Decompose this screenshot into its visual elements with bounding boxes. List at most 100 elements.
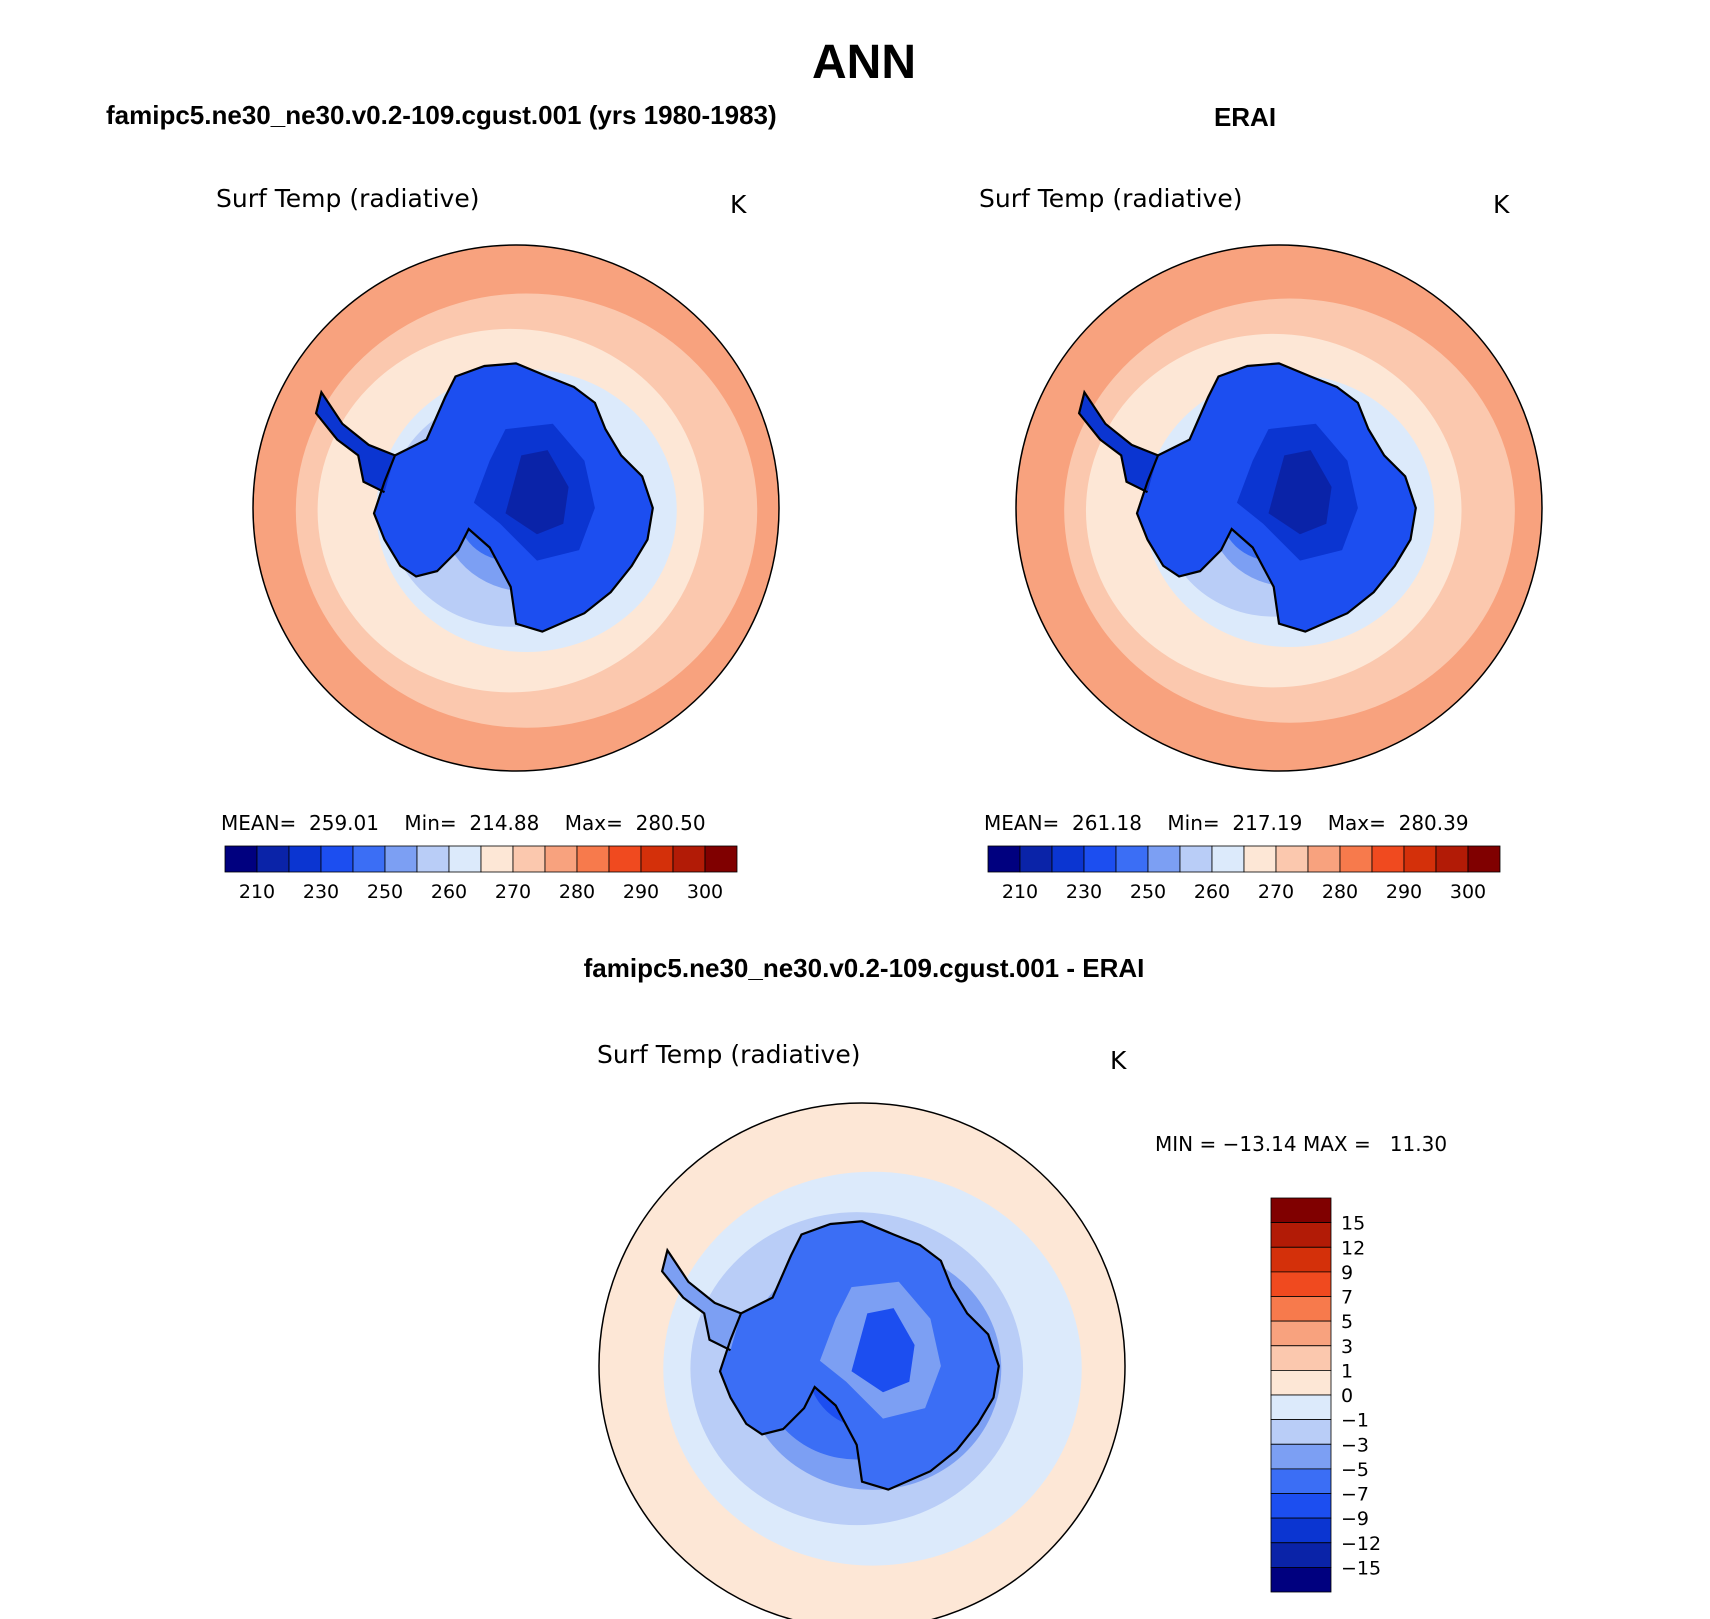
colorbar-swatch xyxy=(1270,1222,1332,1248)
plateau-core xyxy=(1268,450,1332,535)
panel-title: famipc5.ne30_ne30.v0.2-109.cgust.001 (yr… xyxy=(106,100,777,130)
colorbar-swatch xyxy=(1083,845,1117,873)
colorbar-swatch xyxy=(1270,1271,1332,1297)
stats-text: MEAN= 259.01 Min= 214.88 Max= 280.50 xyxy=(221,811,706,835)
units-label: K xyxy=(730,190,747,219)
colorbar-swatch xyxy=(1270,1567,1332,1593)
colorbar-swatch xyxy=(1243,845,1277,873)
variable-label: Surf Temp (radiative) xyxy=(979,184,1242,213)
colorbar-tick-label: 250 xyxy=(1130,881,1166,903)
colorbar-swatch xyxy=(352,845,386,873)
colorbar-swatch xyxy=(1270,1493,1332,1519)
colorbar-tick-label: 280 xyxy=(559,881,595,903)
colorbar-swatch xyxy=(987,845,1021,873)
colorbar-tick-label: 280 xyxy=(1322,881,1358,903)
colorbar-swatch xyxy=(1270,1370,1332,1396)
colorbar-tick-label: 230 xyxy=(303,881,339,903)
colorbar-tick-label: 270 xyxy=(1258,881,1294,903)
polar-map xyxy=(599,1103,1125,1619)
panel-diff: famipc5.ne30_ne30.v0.2-109.cgust.001 - E… xyxy=(584,953,1447,1619)
colorbar-tick-label: 270 xyxy=(495,881,531,903)
colorbar-tick-label: −9 xyxy=(1341,1508,1369,1530)
colorbar-tick-label: 300 xyxy=(1450,881,1486,903)
colorbar-swatch xyxy=(1270,1345,1332,1371)
colorbar-tick-label: −5 xyxy=(1341,1459,1369,1481)
polar-map xyxy=(253,245,779,771)
colorbar-swatch xyxy=(1371,845,1405,873)
colorbar-tick-label: 210 xyxy=(1002,881,1038,903)
colorbar-tick-label: 230 xyxy=(1066,881,1102,903)
colorbar-swatch xyxy=(576,845,610,873)
colorbar-tick-label: −3 xyxy=(1341,1434,1369,1456)
colorbar-swatch xyxy=(1051,845,1085,873)
map-border xyxy=(252,244,780,772)
stats-text: MIN = −13.14 MAX = 11.30 xyxy=(1155,1132,1447,1156)
colorbar-swatch xyxy=(640,845,674,873)
polar-map xyxy=(1016,245,1542,771)
colorbar-tick-label: 300 xyxy=(687,881,723,903)
colorbar-swatch xyxy=(1339,845,1373,873)
colorbar-tick-label: 290 xyxy=(1386,881,1422,903)
colorbar-tick-label: 5 xyxy=(1341,1311,1353,1333)
variable-label: Surf Temp (radiative) xyxy=(216,184,479,213)
colorbar-tick-label: 210 xyxy=(239,881,275,903)
colorbar-swatch xyxy=(448,845,482,873)
colorbar-swatch xyxy=(544,845,578,873)
colorbar: 210 230 250 260 270 280 290 300 xyxy=(987,845,1501,903)
stats-text: MEAN= 261.18 Min= 217.19 Max= 280.39 xyxy=(984,811,1469,835)
colorbar-swatch xyxy=(1270,1468,1332,1494)
peninsula-land xyxy=(316,392,395,493)
colorbar-swatch xyxy=(1467,845,1501,873)
panel-model: famipc5.ne30_ne30.v0.2-109.cgust.001 (yr… xyxy=(106,100,780,903)
colorbar-swatch xyxy=(1211,845,1245,873)
colorbar-swatch xyxy=(672,845,706,873)
coastline-peninsula xyxy=(1077,389,1159,494)
colorbar-tick-label: 15 xyxy=(1341,1213,1365,1235)
colorbar-tick-label: 260 xyxy=(431,881,467,903)
main-title: ANN xyxy=(812,36,916,89)
peninsula-land xyxy=(662,1250,741,1351)
colorbar-swatch xyxy=(1403,845,1437,873)
units-label: K xyxy=(1110,1046,1127,1075)
map-border xyxy=(1015,244,1543,772)
colorbar-tick-label: 0 xyxy=(1341,1385,1353,1407)
variable-label: Surf Temp (radiative) xyxy=(597,1040,860,1069)
colorbar-tick-label: 260 xyxy=(1194,881,1230,903)
colorbar-swatch xyxy=(1270,1320,1332,1347)
colorbar-swatch xyxy=(1270,1419,1332,1445)
plateau-core xyxy=(851,1308,915,1393)
colorbar-swatch xyxy=(1147,845,1181,873)
colorbar-swatch xyxy=(1115,845,1149,873)
colorbar-swatch xyxy=(416,845,450,873)
colorbar-tick-label: 3 xyxy=(1341,1336,1353,1358)
colorbar-tick-label: −15 xyxy=(1341,1557,1381,1579)
colorbar-tick-label: −12 xyxy=(1341,1533,1381,1555)
colorbar-swatch xyxy=(1270,1517,1332,1544)
colorbar-swatch xyxy=(1307,845,1341,873)
plateau-core xyxy=(505,450,569,535)
colorbar-swatch xyxy=(1275,845,1309,873)
coastline-peninsula xyxy=(314,389,396,494)
colorbar-swatch xyxy=(384,845,418,873)
colorbar-tick-label: 1 xyxy=(1341,1360,1353,1382)
colorbar-swatch xyxy=(1270,1394,1332,1421)
colorbar-swatch xyxy=(1179,845,1213,873)
units-label: K xyxy=(1493,190,1510,219)
coastline-peninsula xyxy=(660,1247,742,1352)
panel-title: ERAI xyxy=(1214,102,1276,132)
colorbar-tick-label: 250 xyxy=(367,881,403,903)
colorbar-tick-label: 9 xyxy=(1341,1262,1353,1284)
colorbar-swatch xyxy=(1270,1443,1332,1470)
panel-title: famipc5.ne30_ne30.v0.2-109.cgust.001 - E… xyxy=(584,953,1145,983)
coastline xyxy=(372,362,654,633)
panel-obs: ERAI Surf Temp (radiative) K MEAN= 261.1… xyxy=(979,102,1543,903)
peninsula-land xyxy=(1079,392,1158,493)
colorbar-swatch xyxy=(288,845,322,873)
colorbar-swatch xyxy=(1019,845,1053,873)
colorbar-swatch xyxy=(1270,1197,1332,1224)
colorbar-swatch xyxy=(512,845,546,873)
colorbar-swatch xyxy=(1270,1296,1332,1322)
coastline xyxy=(718,1220,1000,1491)
